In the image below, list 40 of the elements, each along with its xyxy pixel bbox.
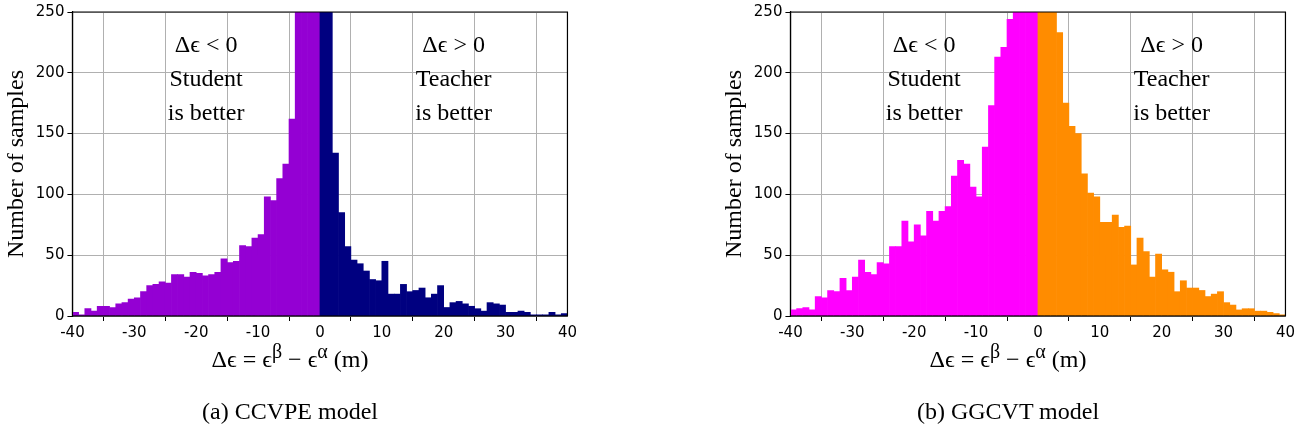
y-tick-label: 150 — [753, 123, 783, 142]
x-axis-title: Δϵ = ϵ$^{β}$ − ϵ$^{α}$ (m) — [210, 340, 370, 373]
x-tick-label: 10 — [1090, 322, 1110, 341]
x-tick-label: -40 — [778, 322, 803, 341]
x-axis-title: Δϵ = ϵ$^{β}$ − ϵ$^{α}$ (m) — [928, 340, 1088, 373]
y-tick-label: 100 — [35, 184, 65, 203]
y-tick-label: 50 — [763, 245, 783, 264]
y-tick-label: 100 — [753, 184, 783, 203]
x-tick-label: -10 — [963, 322, 989, 341]
y-tick-label: 0 — [54, 305, 65, 324]
annotation: Δϵ > 0 Teacher is better — [415, 31, 492, 126]
x-tick-label: -30 — [122, 322, 147, 341]
y-tick-label: 200 — [35, 62, 65, 81]
y-tick-label: 250 — [35, 1, 65, 20]
text: (b) GGCVT model — [915, 398, 1101, 425]
x-tick-label: -20 — [901, 322, 927, 341]
x-tick-label: 10 — [372, 322, 392, 341]
y-tick-label: 150 — [35, 123, 65, 142]
annotation: Δϵ < 0 Student is better — [885, 31, 963, 126]
x-tick-label: -10 — [245, 322, 271, 341]
x-tick-label: 40 — [1275, 322, 1295, 341]
y-tick-label: 250 — [753, 1, 783, 20]
y-tick-label: 50 — [45, 245, 65, 264]
annotation: Δϵ > 0 Teacher is better — [1133, 31, 1210, 126]
y-tick-label: 200 — [753, 62, 783, 81]
x-tick-label: 20 — [1152, 322, 1172, 341]
x-tick-label: 30 — [496, 322, 516, 341]
annotation: Δϵ < 0 Student is better — [167, 31, 245, 126]
y-axis-title: Number of samples — [1, 70, 28, 258]
text: (a) CCVPE model — [201, 398, 379, 425]
x-tick-label: -30 — [840, 322, 865, 341]
x-tick-label: 20 — [434, 322, 454, 341]
y-axis-title: Number of samples — [719, 70, 746, 258]
x-tick-label: 0 — [1033, 322, 1043, 341]
x-tick-label: -40 — [60, 322, 85, 341]
x-tick-label: 0 — [315, 322, 325, 341]
x-tick-label: 30 — [1214, 322, 1234, 341]
y-tick-label: 0 — [772, 305, 783, 324]
x-tick-label: -20 — [183, 322, 209, 341]
x-tick-label: 40 — [557, 322, 577, 341]
